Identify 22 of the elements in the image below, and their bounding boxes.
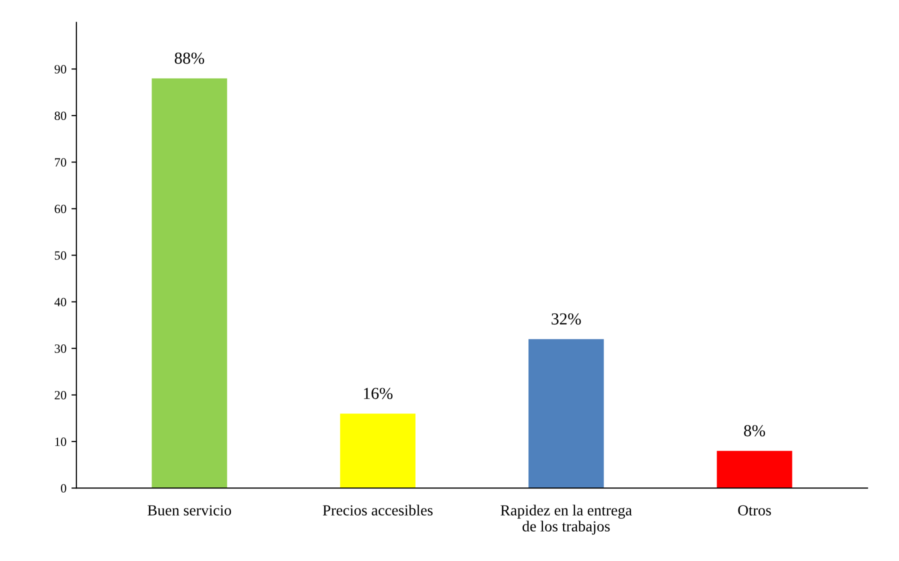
y-tick-label: 50 xyxy=(54,251,66,260)
y-tick-label: 90 xyxy=(54,65,66,74)
bar xyxy=(152,78,228,488)
bar xyxy=(340,414,416,488)
y-tick-label: 60 xyxy=(54,204,66,214)
x-tick-label: Precios accesibles xyxy=(322,504,433,516)
bar xyxy=(528,339,604,488)
y-tick-label: 40 xyxy=(54,298,66,306)
y-tick-label: 20 xyxy=(54,390,66,400)
data-label: 16% xyxy=(364,388,392,400)
data-label: 88% xyxy=(174,52,204,64)
data-label: 8% xyxy=(744,425,766,436)
y-tick-label: 70 xyxy=(55,158,66,167)
y-tick-label: 30 xyxy=(54,344,66,353)
data-label: 32% xyxy=(552,313,581,325)
x-tick-label: Rapidez en la entrega de los trabajos xyxy=(500,504,632,535)
x-tick-label: Otros xyxy=(738,505,771,516)
y-tick-label: 10 xyxy=(55,438,66,446)
y-tick-label: 80 xyxy=(54,112,66,120)
y-tick-label: 0 xyxy=(60,484,66,493)
bar xyxy=(716,450,792,488)
x-tick-label: Buen servicio xyxy=(148,505,232,516)
